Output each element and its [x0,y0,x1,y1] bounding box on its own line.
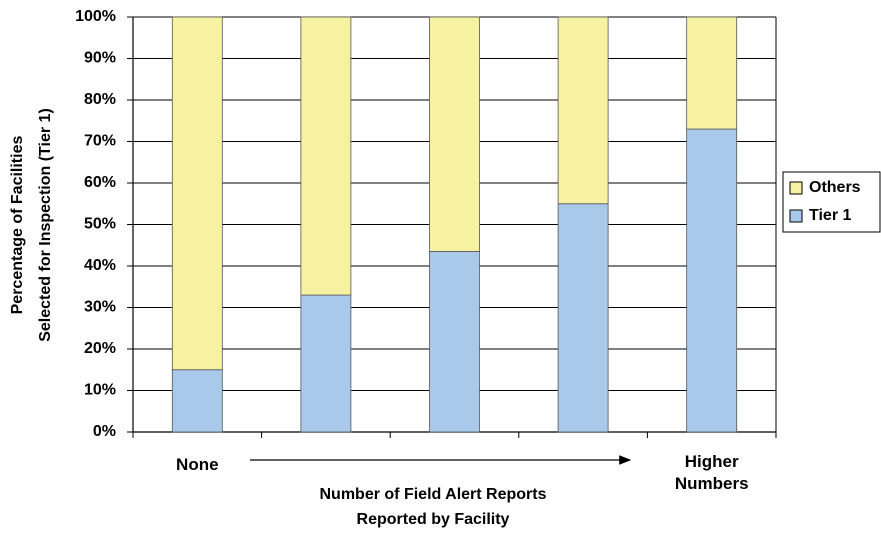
y-axis-label: Selected for Inspection (Tier 1) [37,108,54,342]
y-tick-label: 50% [84,216,116,233]
y-tick-label: 90% [84,50,116,67]
y-tick-label: 20% [84,340,116,357]
y-tick-label: 30% [84,299,116,316]
y-tick-label: 70% [84,133,116,150]
y-tick-label: 10% [84,382,116,399]
bar-segment [429,16,480,252]
y-tick-label: 80% [84,91,116,108]
bar-segment [686,128,738,433]
x-tick-label: None [176,455,219,474]
bar-segment [429,251,480,433]
bar-segment [557,203,609,433]
x-tick-label: Higher Numbers [674,452,749,493]
y-tick-label: 0% [93,423,116,440]
legend-label: Others [809,179,861,196]
bar-segment [686,16,738,130]
legend-swatch [789,181,803,195]
bar-segment [171,16,223,371]
y-tick-label: 60% [84,174,116,191]
y-tick-label: 100% [75,8,116,25]
bar-segment [300,16,352,296]
bar-segment [171,369,223,433]
bar-segment [557,16,609,205]
bar-segment [300,294,352,433]
x-axis-label: Reported by Facility [357,511,510,528]
x-axis-label: Number of Field Alert Reports [320,486,547,503]
y-axis-label: Percentage of Facilities [9,136,26,315]
legend-label: Tier 1 [809,207,852,224]
y-tick-label: 40% [84,257,116,274]
legend-swatch [789,209,803,223]
